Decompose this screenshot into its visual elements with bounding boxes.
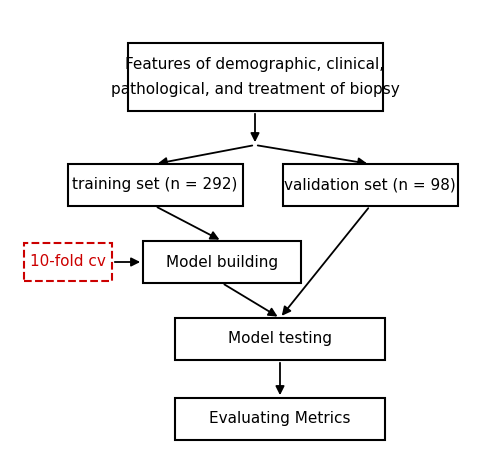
Text: validation set (n = 98): validation set (n = 98) — [284, 177, 456, 192]
Text: Evaluating Metrics: Evaluating Metrics — [209, 411, 351, 426]
FancyBboxPatch shape — [175, 398, 385, 440]
FancyBboxPatch shape — [128, 43, 382, 111]
Text: Model testing: Model testing — [228, 332, 332, 347]
FancyBboxPatch shape — [24, 243, 112, 281]
Text: Features of demographic, clinical,
pathological, and treatment of biopsy: Features of demographic, clinical, patho… — [110, 57, 400, 97]
FancyBboxPatch shape — [68, 164, 242, 206]
FancyBboxPatch shape — [282, 164, 458, 206]
Text: Model building: Model building — [166, 255, 278, 269]
Text: training set (n = 292): training set (n = 292) — [72, 177, 237, 192]
FancyBboxPatch shape — [175, 318, 385, 360]
FancyBboxPatch shape — [143, 241, 301, 283]
Text: 10-fold cv: 10-fold cv — [30, 255, 106, 269]
